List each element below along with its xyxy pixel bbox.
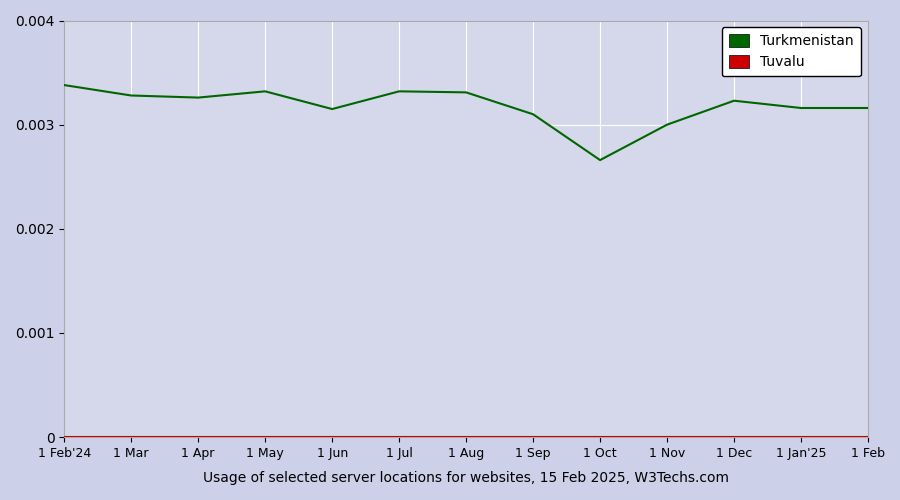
Legend: Turkmenistan, Tuvalu: Turkmenistan, Tuvalu [722,28,861,76]
X-axis label: Usage of selected server locations for websites, 15 Feb 2025, W3Techs.com: Usage of selected server locations for w… [203,471,729,485]
